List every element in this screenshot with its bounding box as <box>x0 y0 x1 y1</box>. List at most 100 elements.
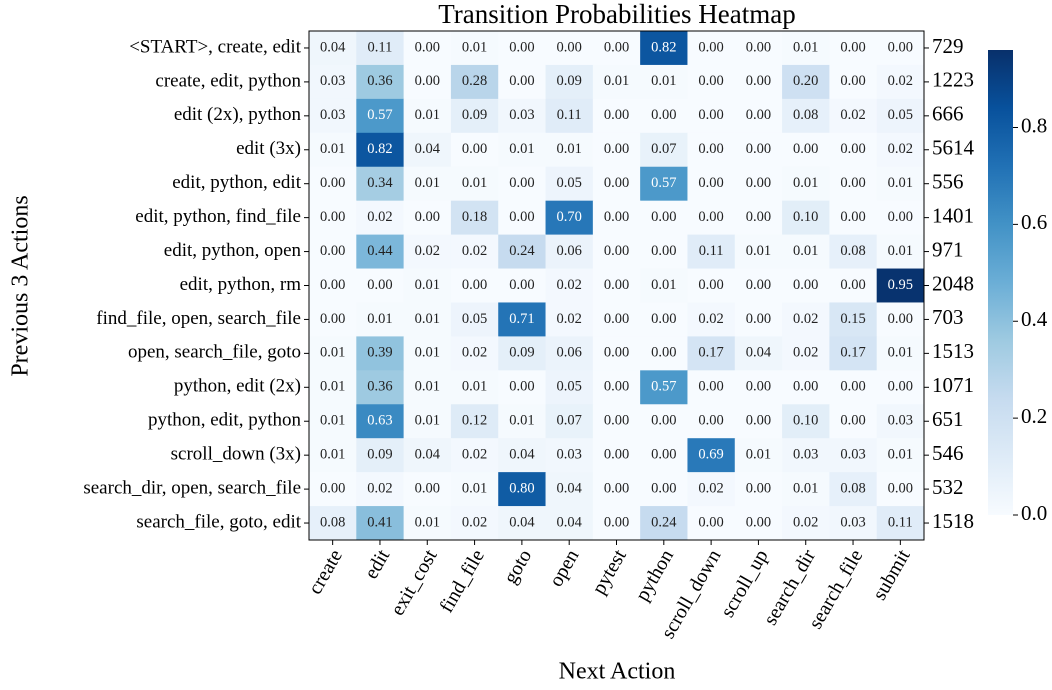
y-tick-label: scroll_down (3x) <box>171 444 301 465</box>
row-count: 703 <box>932 305 964 329</box>
cell-label: 0.01 <box>415 345 440 361</box>
heatmap-cell <box>356 98 405 134</box>
heatmap-cell <box>403 98 452 134</box>
heatmap-cell <box>592 438 641 473</box>
heatmap-cell <box>403 438 452 473</box>
heatmap-cell <box>592 370 641 405</box>
cell-label: 0.17 <box>840 345 865 361</box>
heatmap-cell <box>450 98 499 134</box>
x-tick-label: submit <box>868 545 915 604</box>
cell-label: 0.00 <box>651 209 676 225</box>
cell-label: 0.00 <box>604 446 629 462</box>
cell-label: 0.00 <box>320 243 345 259</box>
cell-label: 0.70 <box>557 209 582 225</box>
cell-label: 0.01 <box>415 107 440 123</box>
cell-label: 0.02 <box>793 514 818 530</box>
heatmap-cell <box>498 98 547 134</box>
heatmap-cell <box>498 31 547 66</box>
cell-label: 0.01 <box>415 514 440 530</box>
heatmap-cell <box>782 98 830 134</box>
x-tick-label: find_file <box>435 546 489 617</box>
cell-label: 0.00 <box>840 175 865 191</box>
cell-label: 0.00 <box>698 141 723 157</box>
cell-label: 0.02 <box>793 345 818 361</box>
cell-label: 0.80 <box>509 480 534 496</box>
cell-label: 0.04 <box>557 514 583 530</box>
heatmap-cell <box>829 234 878 270</box>
cell-label: 0.11 <box>368 39 393 55</box>
heatmap-cell <box>782 268 830 303</box>
heatmap-cell <box>309 336 357 371</box>
heatmap-cell <box>782 132 830 168</box>
heatmap-cell <box>829 64 878 100</box>
cell-label: 0.01 <box>888 243 913 259</box>
heatmap-cell <box>356 404 405 439</box>
heatmap-cell <box>545 234 594 270</box>
cell-label: 0.05 <box>557 175 582 191</box>
heatmap-cell <box>876 370 925 405</box>
heatmap-cell <box>782 200 830 236</box>
heatmap-cell <box>687 132 736 168</box>
heatmap-cell <box>687 472 736 507</box>
cell-label: 0.00 <box>840 413 865 429</box>
cell-label: 0.04 <box>509 446 535 462</box>
cell-label: 0.00 <box>462 277 487 293</box>
cell-label: 0.00 <box>651 243 676 259</box>
x-tick-label: exit_cost <box>386 545 441 619</box>
heatmap-cell <box>356 438 405 473</box>
cell-label: 0.01 <box>367 311 392 327</box>
heatmap-cell <box>829 268 878 303</box>
cell-label: 0.00 <box>415 73 440 89</box>
heatmap-cell <box>498 302 547 337</box>
heatmap-cell <box>403 268 452 303</box>
cell-label: 0.00 <box>320 175 345 191</box>
cell-label: 0.02 <box>557 311 582 327</box>
heatmap-cell <box>640 336 688 371</box>
cell-label: 0.00 <box>651 311 676 327</box>
heatmap-cell <box>309 268 357 303</box>
heatmap-cell <box>876 336 925 371</box>
cell-label: 0.03 <box>509 107 534 123</box>
heatmap-cell <box>782 438 830 473</box>
cell-label: 0.18 <box>462 209 487 225</box>
cell-label: 0.00 <box>415 480 440 496</box>
cell-label: 0.00 <box>367 277 392 293</box>
heatmap-cell <box>545 472 594 507</box>
heatmap-cell <box>734 268 783 303</box>
heatmap-cell <box>545 438 594 473</box>
cell-label: 0.01 <box>415 175 440 191</box>
heatmap-cell <box>545 336 594 371</box>
heatmap-cell <box>876 64 925 100</box>
cell-label: 0.00 <box>840 277 865 293</box>
heatmap-cell <box>592 98 641 134</box>
cell-label: 0.00 <box>746 480 771 496</box>
cell-label: 0.00 <box>840 141 865 157</box>
cell-label: 0.00 <box>604 514 629 530</box>
heatmap-cell <box>450 438 499 473</box>
cell-label: 0.34 <box>367 175 393 191</box>
cell-label: 0.02 <box>793 311 818 327</box>
cell-label: 0.01 <box>509 413 534 429</box>
cell-label: 0.00 <box>746 39 771 55</box>
heatmap-cell <box>876 166 925 202</box>
cell-label: 0.20 <box>793 73 818 89</box>
colorbar-tick-label: 0.6 <box>1021 210 1047 234</box>
heatmap-cell <box>545 166 594 202</box>
heatmap-cell <box>545 132 594 168</box>
cell-label: 0.05 <box>462 311 487 327</box>
x-tick-label: create <box>304 546 347 598</box>
heatmap-cell <box>734 302 783 337</box>
cell-label: 0.08 <box>840 480 865 496</box>
heatmap-cell <box>592 268 641 303</box>
heatmap-cell <box>640 234 688 270</box>
heatmap-cell <box>356 234 405 270</box>
cell-label: 0.00 <box>698 514 723 530</box>
cell-label: 0.41 <box>367 514 392 530</box>
cell-label: 0.00 <box>604 277 629 293</box>
heatmap-cell <box>876 268 925 303</box>
heatmap-cell <box>356 472 405 507</box>
cell-label: 0.00 <box>840 209 865 225</box>
cell-label: 0.00 <box>604 345 629 361</box>
cell-label: 0.57 <box>651 175 676 191</box>
cell-label: 0.36 <box>367 73 392 89</box>
